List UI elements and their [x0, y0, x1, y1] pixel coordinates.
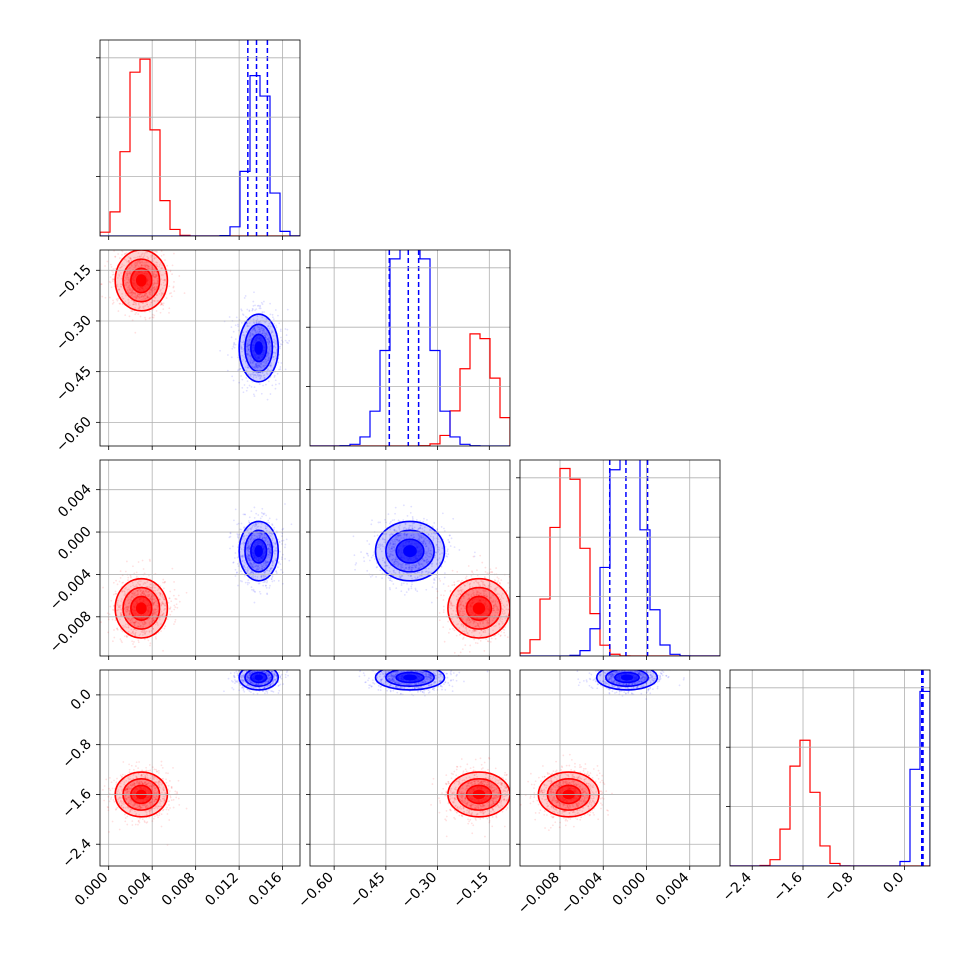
y-tick-label: −0.30	[53, 312, 95, 354]
x-tick-label: −1.6	[770, 869, 805, 904]
y-tick-label: −0.60	[53, 414, 95, 456]
x-tick-label: 0.004	[653, 869, 693, 909]
contour-level-3	[254, 341, 263, 355]
x-tick-label: 0.0	[880, 870, 907, 897]
panel-3-3: −2.4 −1.6 −0.8 0.0	[720, 669, 931, 905]
x-tick-label: −0.15	[450, 870, 492, 912]
y-tick-label: −0.8	[59, 736, 94, 771]
panel-2-2	[516, 459, 721, 660]
contour-level-3	[472, 602, 486, 615]
x-tick-label: −0.008	[515, 870, 563, 918]
y-tick-label: −0.15	[53, 262, 95, 304]
y-tick-label: −1.6	[59, 786, 94, 821]
panel-3-2: −0.008−0.004 0.000 0.004	[515, 669, 721, 918]
x-tick-label: 0.000	[610, 870, 650, 910]
panel-frame	[519, 459, 721, 657]
histogram-series-0	[100, 58, 300, 236]
x-tick-label: −0.60	[295, 870, 337, 912]
contour-level-3	[135, 602, 147, 615]
histogram-series-0	[730, 739, 930, 866]
contour-level-3	[403, 545, 417, 558]
panel-frame	[99, 669, 301, 867]
x-tick-label: −0.45	[347, 870, 389, 912]
histogram-series-0	[310, 333, 510, 446]
panel-0-0	[96, 39, 301, 240]
histogram-series-1	[100, 75, 300, 236]
panel-frame	[729, 669, 931, 867]
panel-2-1	[306, 459, 511, 660]
panel-frame	[309, 249, 511, 447]
x-tick-label: −0.004	[558, 869, 606, 917]
panel-frame	[519, 669, 721, 867]
contour-level-3	[135, 274, 147, 287]
x-tick-label: 0.008	[159, 870, 199, 910]
x-tick-label: 0.000	[72, 870, 112, 910]
histogram-series-0	[520, 467, 720, 656]
x-tick-label: −0.8	[821, 870, 856, 905]
panel-1-0: −0.60 −0.45 −0.30 −0.15	[53, 249, 301, 456]
y-tick-label: −0.004	[47, 566, 95, 614]
panel-frame	[99, 459, 301, 657]
panel-frame	[309, 669, 511, 867]
y-tick-label: 0.004	[55, 481, 95, 521]
contour-level-3	[620, 674, 634, 681]
y-tick-label: 0.0	[68, 686, 95, 713]
x-tick-label: −0.30	[399, 870, 441, 912]
contour-level-3	[254, 674, 263, 681]
histogram-series-1	[730, 690, 930, 866]
y-tick-label: −0.45	[53, 363, 95, 405]
panel-frame	[99, 39, 301, 237]
y-tick-label: 0.000	[55, 524, 95, 564]
x-tick-label: 0.016	[246, 869, 286, 909]
panel-1-1	[306, 249, 511, 450]
contour-level-3	[254, 545, 263, 558]
panel-3-0: 0.000 0.004 0.008 0.012 0.016 −2.4 −1.6 −0.8 0.0	[59, 669, 301, 910]
panel-frame	[309, 459, 511, 657]
x-tick-label: 0.004	[115, 869, 155, 909]
y-tick-label: −0.008	[47, 608, 95, 656]
histogram-series-1	[310, 250, 510, 446]
panel-3-1: −0.60 −0.45 −0.30 −0.15	[295, 669, 511, 912]
x-tick-label: −2.4	[720, 869, 755, 904]
y-tick-label: −2.4	[59, 836, 94, 871]
panel-frame	[99, 249, 301, 447]
x-tick-label: 0.012	[202, 870, 242, 910]
contour-level-3	[403, 674, 417, 681]
